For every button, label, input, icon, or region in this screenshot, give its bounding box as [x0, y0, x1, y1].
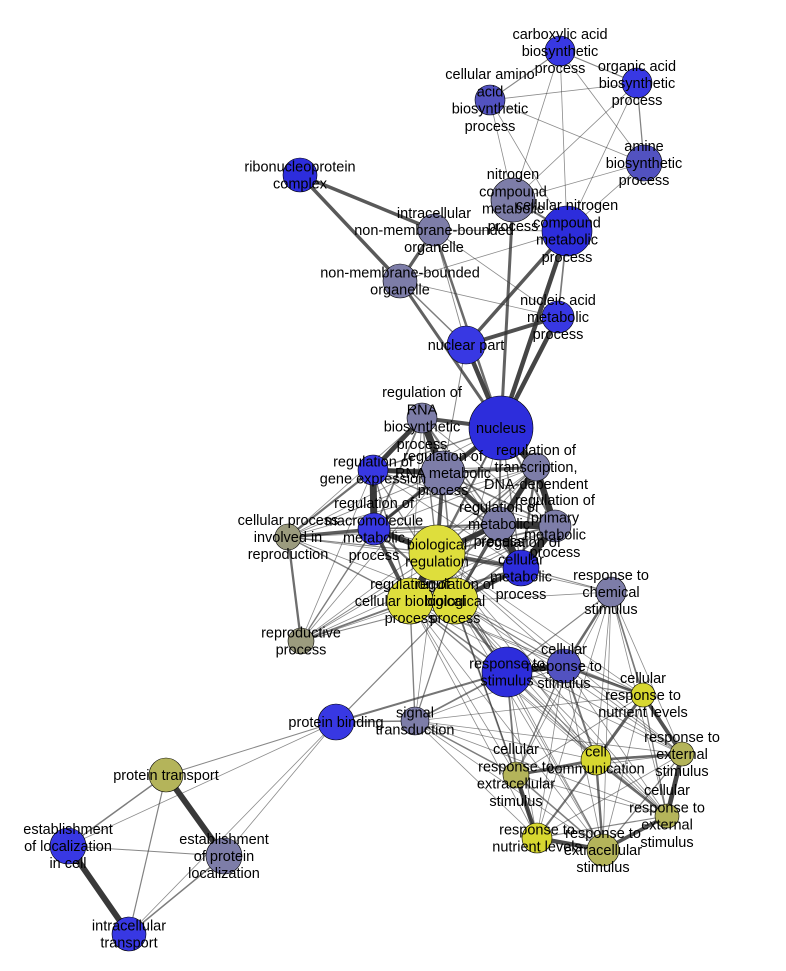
svg-text:cellular: cellular: [644, 783, 690, 799]
svg-text:metabolic: metabolic: [536, 233, 598, 249]
svg-text:carboxylic acid: carboxylic acid: [512, 27, 607, 43]
svg-text:response to: response to: [573, 568, 649, 584]
svg-text:stimulus: stimulus: [537, 676, 590, 692]
svg-text:stimulus: stimulus: [480, 674, 533, 690]
svg-text:extracellular: extracellular: [477, 777, 555, 793]
svg-text:reproduction: reproduction: [248, 547, 329, 563]
svg-text:stimulus: stimulus: [655, 764, 708, 780]
svg-text:regulation of: regulation of: [415, 577, 496, 593]
svg-text:ribonucleoprotein: ribonucleoprotein: [244, 159, 355, 175]
svg-text:DNA-dependent: DNA-dependent: [484, 477, 588, 493]
svg-text:signal: signal: [396, 705, 434, 721]
svg-text:RNA metabolic: RNA metabolic: [395, 466, 491, 482]
svg-text:compound: compound: [533, 215, 601, 231]
svg-text:communication: communication: [547, 762, 645, 778]
svg-text:response to: response to: [499, 822, 575, 838]
svg-text:biosynthetic: biosynthetic: [522, 44, 599, 60]
svg-text:nutrient levels: nutrient levels: [598, 705, 687, 721]
svg-text:complex: complex: [273, 177, 328, 193]
svg-text:regulation of: regulation of: [382, 385, 463, 401]
svg-text:metabolic: metabolic: [343, 531, 405, 547]
svg-text:biological: biological: [425, 594, 485, 610]
svg-text:process: process: [542, 250, 593, 266]
svg-text:external: external: [641, 818, 693, 834]
svg-text:process: process: [533, 327, 584, 343]
svg-text:localization: localization: [188, 866, 260, 882]
svg-text:regulation of: regulation of: [481, 535, 562, 551]
svg-text:amine: amine: [624, 139, 664, 155]
svg-text:stimulus: stimulus: [640, 835, 693, 851]
svg-text:protein binding: protein binding: [288, 715, 383, 731]
svg-text:nucleus: nucleus: [476, 421, 526, 437]
svg-text:transcription,: transcription,: [494, 460, 577, 476]
svg-text:of protein: of protein: [194, 849, 254, 865]
svg-text:cell: cell: [585, 744, 607, 760]
svg-text:regulation of: regulation of: [403, 449, 484, 465]
svg-text:extracellular: extracellular: [564, 843, 642, 859]
svg-text:process: process: [430, 611, 481, 627]
svg-text:non-membrane-bounded: non-membrane-bounded: [354, 223, 514, 239]
svg-text:process: process: [276, 643, 327, 659]
svg-text:external: external: [656, 747, 708, 763]
svg-text:of localization: of localization: [24, 839, 112, 855]
svg-text:cellular: cellular: [541, 642, 587, 658]
svg-text:chemical: chemical: [582, 585, 639, 601]
svg-text:involved in: involved in: [254, 530, 323, 546]
svg-text:response to: response to: [565, 826, 641, 842]
svg-text:reproductive: reproductive: [261, 625, 341, 641]
svg-text:cellular: cellular: [620, 671, 666, 687]
svg-text:transport: transport: [100, 936, 157, 952]
svg-text:process: process: [385, 611, 436, 627]
svg-text:metabolic: metabolic: [527, 310, 589, 326]
svg-text:biological: biological: [407, 537, 467, 553]
svg-text:macromolecule: macromolecule: [325, 513, 423, 529]
svg-text:cellular nitrogen: cellular nitrogen: [516, 198, 618, 214]
svg-text:process: process: [619, 173, 670, 189]
svg-text:response to: response to: [605, 688, 681, 704]
svg-text:organelle: organelle: [370, 283, 430, 299]
svg-text:nucleic acid: nucleic acid: [520, 293, 596, 309]
svg-text:intracellular: intracellular: [397, 206, 471, 222]
svg-text:cellular: cellular: [498, 552, 544, 568]
svg-text:biosynthetic: biosynthetic: [452, 102, 529, 118]
svg-text:regulation of: regulation of: [496, 443, 577, 459]
svg-text:nitrogen: nitrogen: [487, 167, 539, 183]
svg-text:in cell: in cell: [49, 856, 86, 872]
svg-text:intracellular: intracellular: [92, 918, 166, 934]
svg-text:biosynthetic: biosynthetic: [599, 76, 676, 92]
svg-text:process: process: [612, 93, 663, 109]
svg-text:response to: response to: [644, 730, 720, 746]
svg-text:regulation of: regulation of: [459, 500, 540, 516]
svg-text:cellular amino: cellular amino: [445, 67, 534, 83]
svg-text:biosynthetic: biosynthetic: [384, 420, 461, 436]
svg-text:metabolic: metabolic: [490, 570, 552, 586]
svg-text:protein transport: protein transport: [113, 768, 219, 784]
svg-text:process: process: [465, 119, 516, 135]
svg-text:organic acid: organic acid: [598, 59, 676, 75]
svg-text:cellular: cellular: [493, 742, 539, 758]
svg-text:stimulus: stimulus: [489, 794, 542, 810]
svg-text:organelle: organelle: [404, 240, 464, 256]
svg-text:cellular process: cellular process: [238, 513, 339, 529]
svg-text:nuclear part: nuclear part: [428, 338, 505, 354]
svg-text:acid: acid: [477, 84, 504, 100]
svg-text:metabolic: metabolic: [468, 517, 530, 533]
svg-text:response to: response to: [478, 759, 554, 775]
svg-text:response to: response to: [629, 800, 705, 816]
svg-text:non-membrane-bounded: non-membrane-bounded: [320, 265, 480, 281]
svg-text:regulation of: regulation of: [334, 496, 415, 512]
svg-text:regulation: regulation: [405, 555, 469, 571]
svg-text:RNA: RNA: [407, 402, 438, 418]
svg-text:response to: response to: [526, 659, 602, 675]
svg-text:establishment: establishment: [179, 832, 268, 848]
svg-text:process: process: [496, 587, 547, 603]
svg-text:transduction: transduction: [376, 723, 455, 739]
svg-text:establishment: establishment: [23, 822, 112, 838]
svg-text:biosynthetic: biosynthetic: [606, 156, 683, 172]
svg-text:process: process: [418, 483, 469, 499]
svg-text:stimulus: stimulus: [584, 602, 637, 618]
svg-text:process: process: [535, 61, 586, 77]
svg-text:stimulus: stimulus: [576, 860, 629, 876]
svg-text:process: process: [349, 548, 400, 564]
